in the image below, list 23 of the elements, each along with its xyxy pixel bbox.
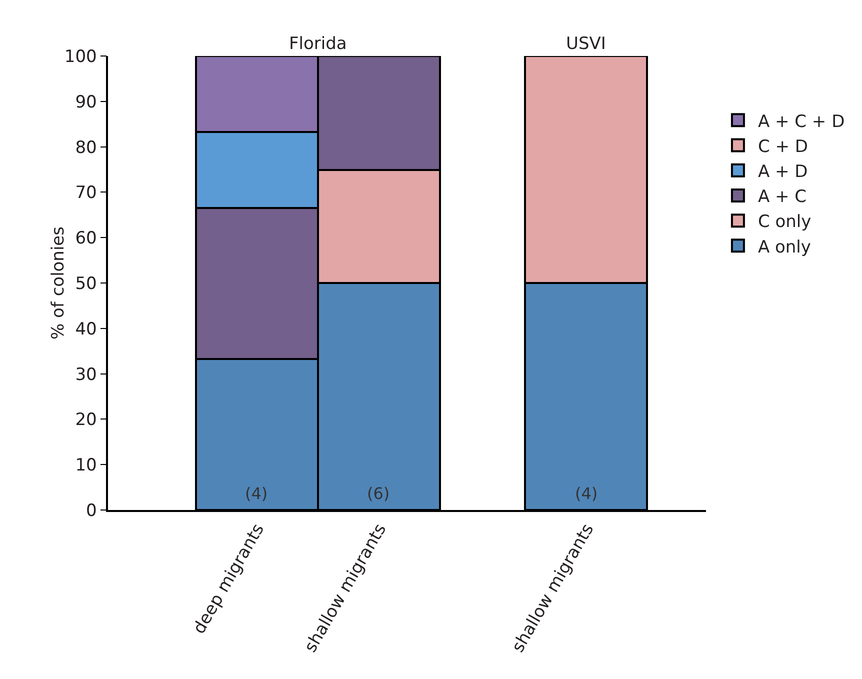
annotation: (4) [245,484,268,503]
y-tick-label: 70 [75,183,97,204]
y-tick-label: 80 [75,138,97,158]
text: USVI [566,34,606,54]
legend-label: A + C [758,187,807,208]
y-tick-label: 10 [75,456,97,476]
y-tick-label: 40 [75,319,97,340]
y-tick-label: 20 [75,410,97,430]
y-tick-label: 90 [75,92,97,112]
legend-label: C only [758,212,812,232]
legend-label: A + C + D [758,112,845,132]
y-tick-label: 100 [64,46,97,67]
annotation: (6) [367,484,390,503]
text: Florida [289,34,347,54]
y-tick-label: 60 [75,228,97,249]
y-tick-label: 50 [75,274,97,294]
annotation: (4) [575,484,598,503]
legend-label: C + D [758,136,808,157]
legend-label: A + D [758,162,808,182]
y-tick-label: 30 [75,364,97,385]
y-axis-title: % of colonies [48,226,68,340]
y-tick-label: 0 [86,500,97,521]
legend-label: A only [758,237,811,258]
